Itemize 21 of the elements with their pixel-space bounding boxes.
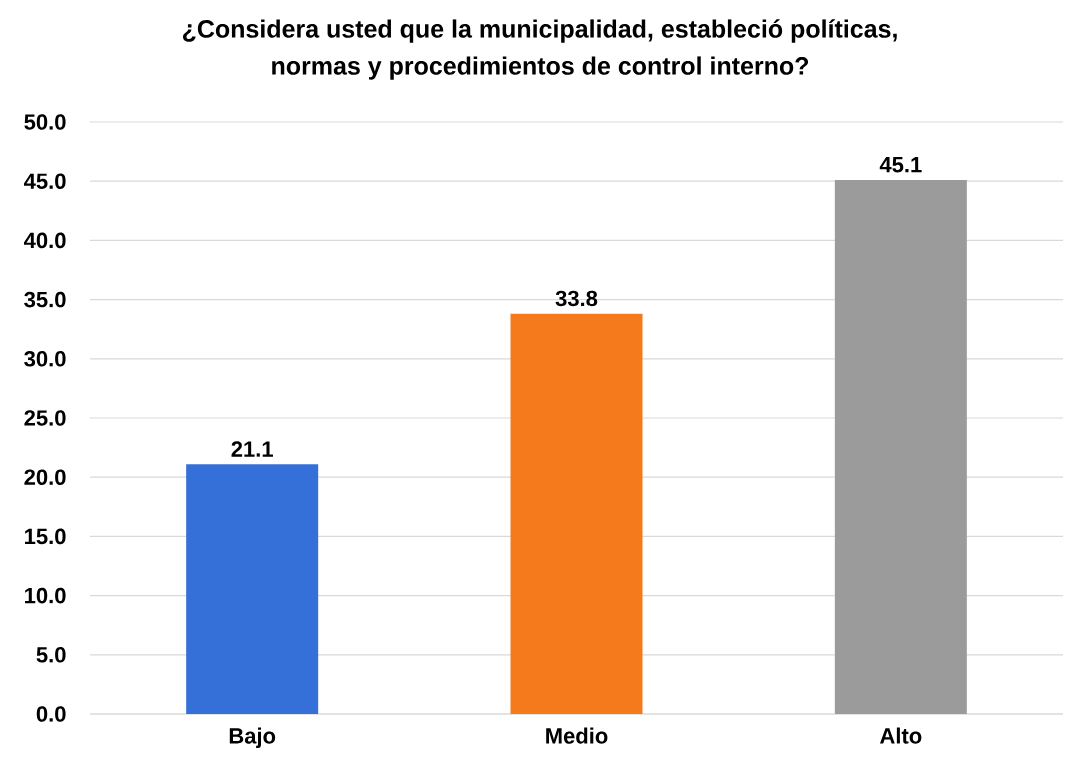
y-tick-label: 25.0 xyxy=(24,410,66,426)
x-tick-label: Medio xyxy=(546,727,608,744)
y-tick-label: 10.0 xyxy=(25,587,66,604)
y-tick-label: 0.0 xyxy=(36,706,66,722)
x-tick-label: Bajo xyxy=(229,727,276,749)
data-label: 45.1 xyxy=(879,157,922,173)
bar xyxy=(186,464,319,714)
y-tick-label: 15.0 xyxy=(25,528,66,545)
data-label: 33.8 xyxy=(555,290,598,307)
chart-title: ¿Considera usted que la municipalidad, estableció políticas, normas y procedimientos de control interno? xyxy=(182,19,897,80)
y-tick-label: 45.0 xyxy=(23,173,66,189)
y-tick-label: 30.0 xyxy=(24,350,66,367)
data-label: 21.1 xyxy=(231,441,273,457)
y-tick-label: 5.0 xyxy=(36,646,66,663)
y-tick-label: 50.0 xyxy=(24,114,66,130)
y-tick-label: 35.0 xyxy=(24,291,66,308)
y-tick-label: 40.0 xyxy=(23,232,66,249)
bar xyxy=(510,313,643,714)
x-tick-label: Alto xyxy=(880,727,922,744)
bar xyxy=(834,180,967,714)
y-tick-label: 20.0 xyxy=(24,469,66,485)
